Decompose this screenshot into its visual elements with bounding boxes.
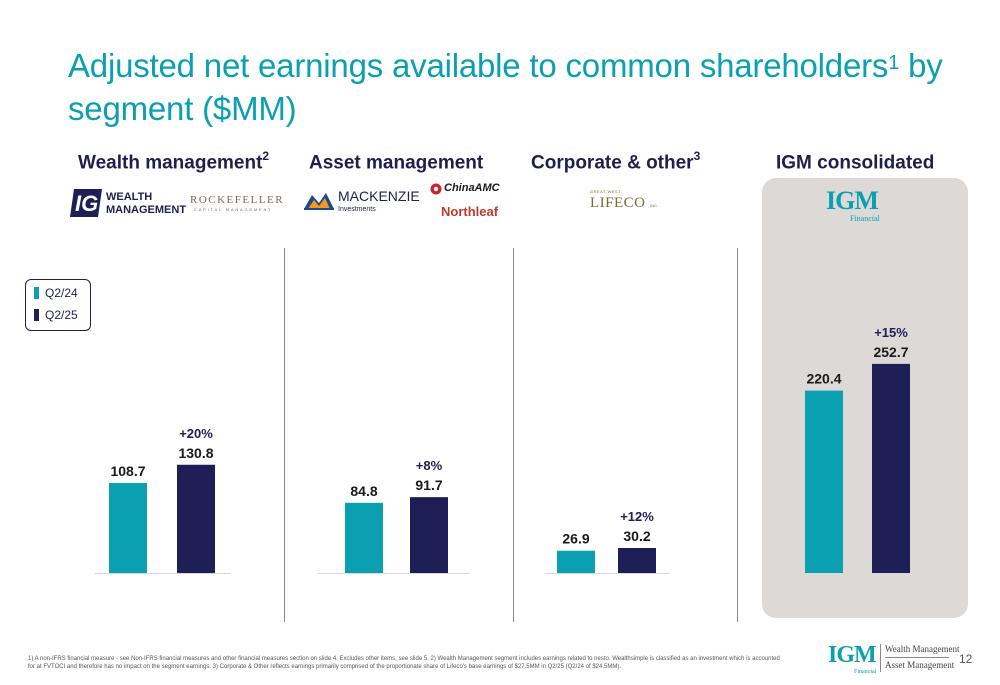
ig-logo-line1: WEALTH: [106, 191, 153, 203]
legend-item-q224: Q2/24: [34, 286, 78, 300]
title-text: Adjusted net earnings available to commo…: [68, 47, 889, 84]
data-label: 108.7: [110, 463, 145, 479]
legend-swatch-q225: [34, 309, 39, 321]
data-label: 220.4: [806, 371, 841, 387]
legend-item-q225: Q2/25: [34, 308, 78, 322]
growth-label: +15%: [874, 325, 908, 340]
segment-divider: [513, 248, 514, 622]
ig-mark-icon: [70, 189, 102, 217]
segment-heading-wealth: Wealth management2: [78, 149, 270, 174]
data-label: 26.9: [562, 531, 589, 547]
segment-heading-corporate: Corporate & other3: [531, 149, 701, 174]
data-label: 252.7: [873, 344, 908, 360]
bar-Q225-1: [410, 497, 448, 573]
page-number: 12: [959, 652, 973, 666]
segment-heading-asset: Asset management: [309, 152, 484, 174]
ig-mark-text: IG: [75, 191, 99, 216]
bar-Q225-2: [618, 548, 656, 573]
data-label: 91.7: [415, 477, 442, 493]
page-title: Adjusted net earnings available to commo…: [68, 44, 948, 130]
igm-financial-logo: IGM Financial: [826, 186, 880, 223]
bar-Q224-2: [557, 550, 595, 573]
growth-label: +8%: [416, 458, 443, 473]
bar-Q224-1: [345, 502, 383, 573]
title-text-rest: by segment ($MM): [68, 47, 943, 127]
bar-Q225-3: [872, 363, 910, 573]
lifeco-logo: GREAT-WEST LIFECO INC.: [590, 189, 658, 211]
footnote: 1) A non-IFRS financial measure - see No…: [28, 656, 780, 670]
mackenzie-mark-icon: [304, 193, 334, 210]
growth-label: +12%: [620, 509, 654, 524]
growth-label: +20%: [179, 426, 213, 441]
northleaf-logo: Northleaf: [441, 204, 499, 219]
rockefeller-logo: ROCKEFELLER CAPITAL MANAGEMENT: [190, 194, 285, 212]
bar-Q224-3: [805, 390, 843, 573]
title-superscript: 1: [888, 52, 900, 74]
segment-divider: [284, 248, 285, 622]
bar-Q224-0: [109, 483, 147, 573]
bar-Q225-0: [177, 464, 215, 573]
data-label: 84.8: [350, 483, 377, 499]
data-label: 130.8: [178, 445, 213, 461]
segment-heading-igm: IGM consolidated: [776, 152, 935, 174]
igm-consolidated-panel: [762, 178, 968, 618]
ig-logo-line2: MANAGEMENT: [106, 204, 187, 216]
footer-igm-logo: IGM Financial Wealth Management Asset Ma…: [828, 642, 960, 675]
segment-divider: [737, 248, 738, 622]
chinaamc-mark-icon: [430, 183, 442, 195]
chart-legend: Q2/24 Q2/25: [25, 279, 91, 331]
legend-swatch-q224: [34, 287, 39, 299]
data-label: 30.2: [623, 528, 650, 544]
